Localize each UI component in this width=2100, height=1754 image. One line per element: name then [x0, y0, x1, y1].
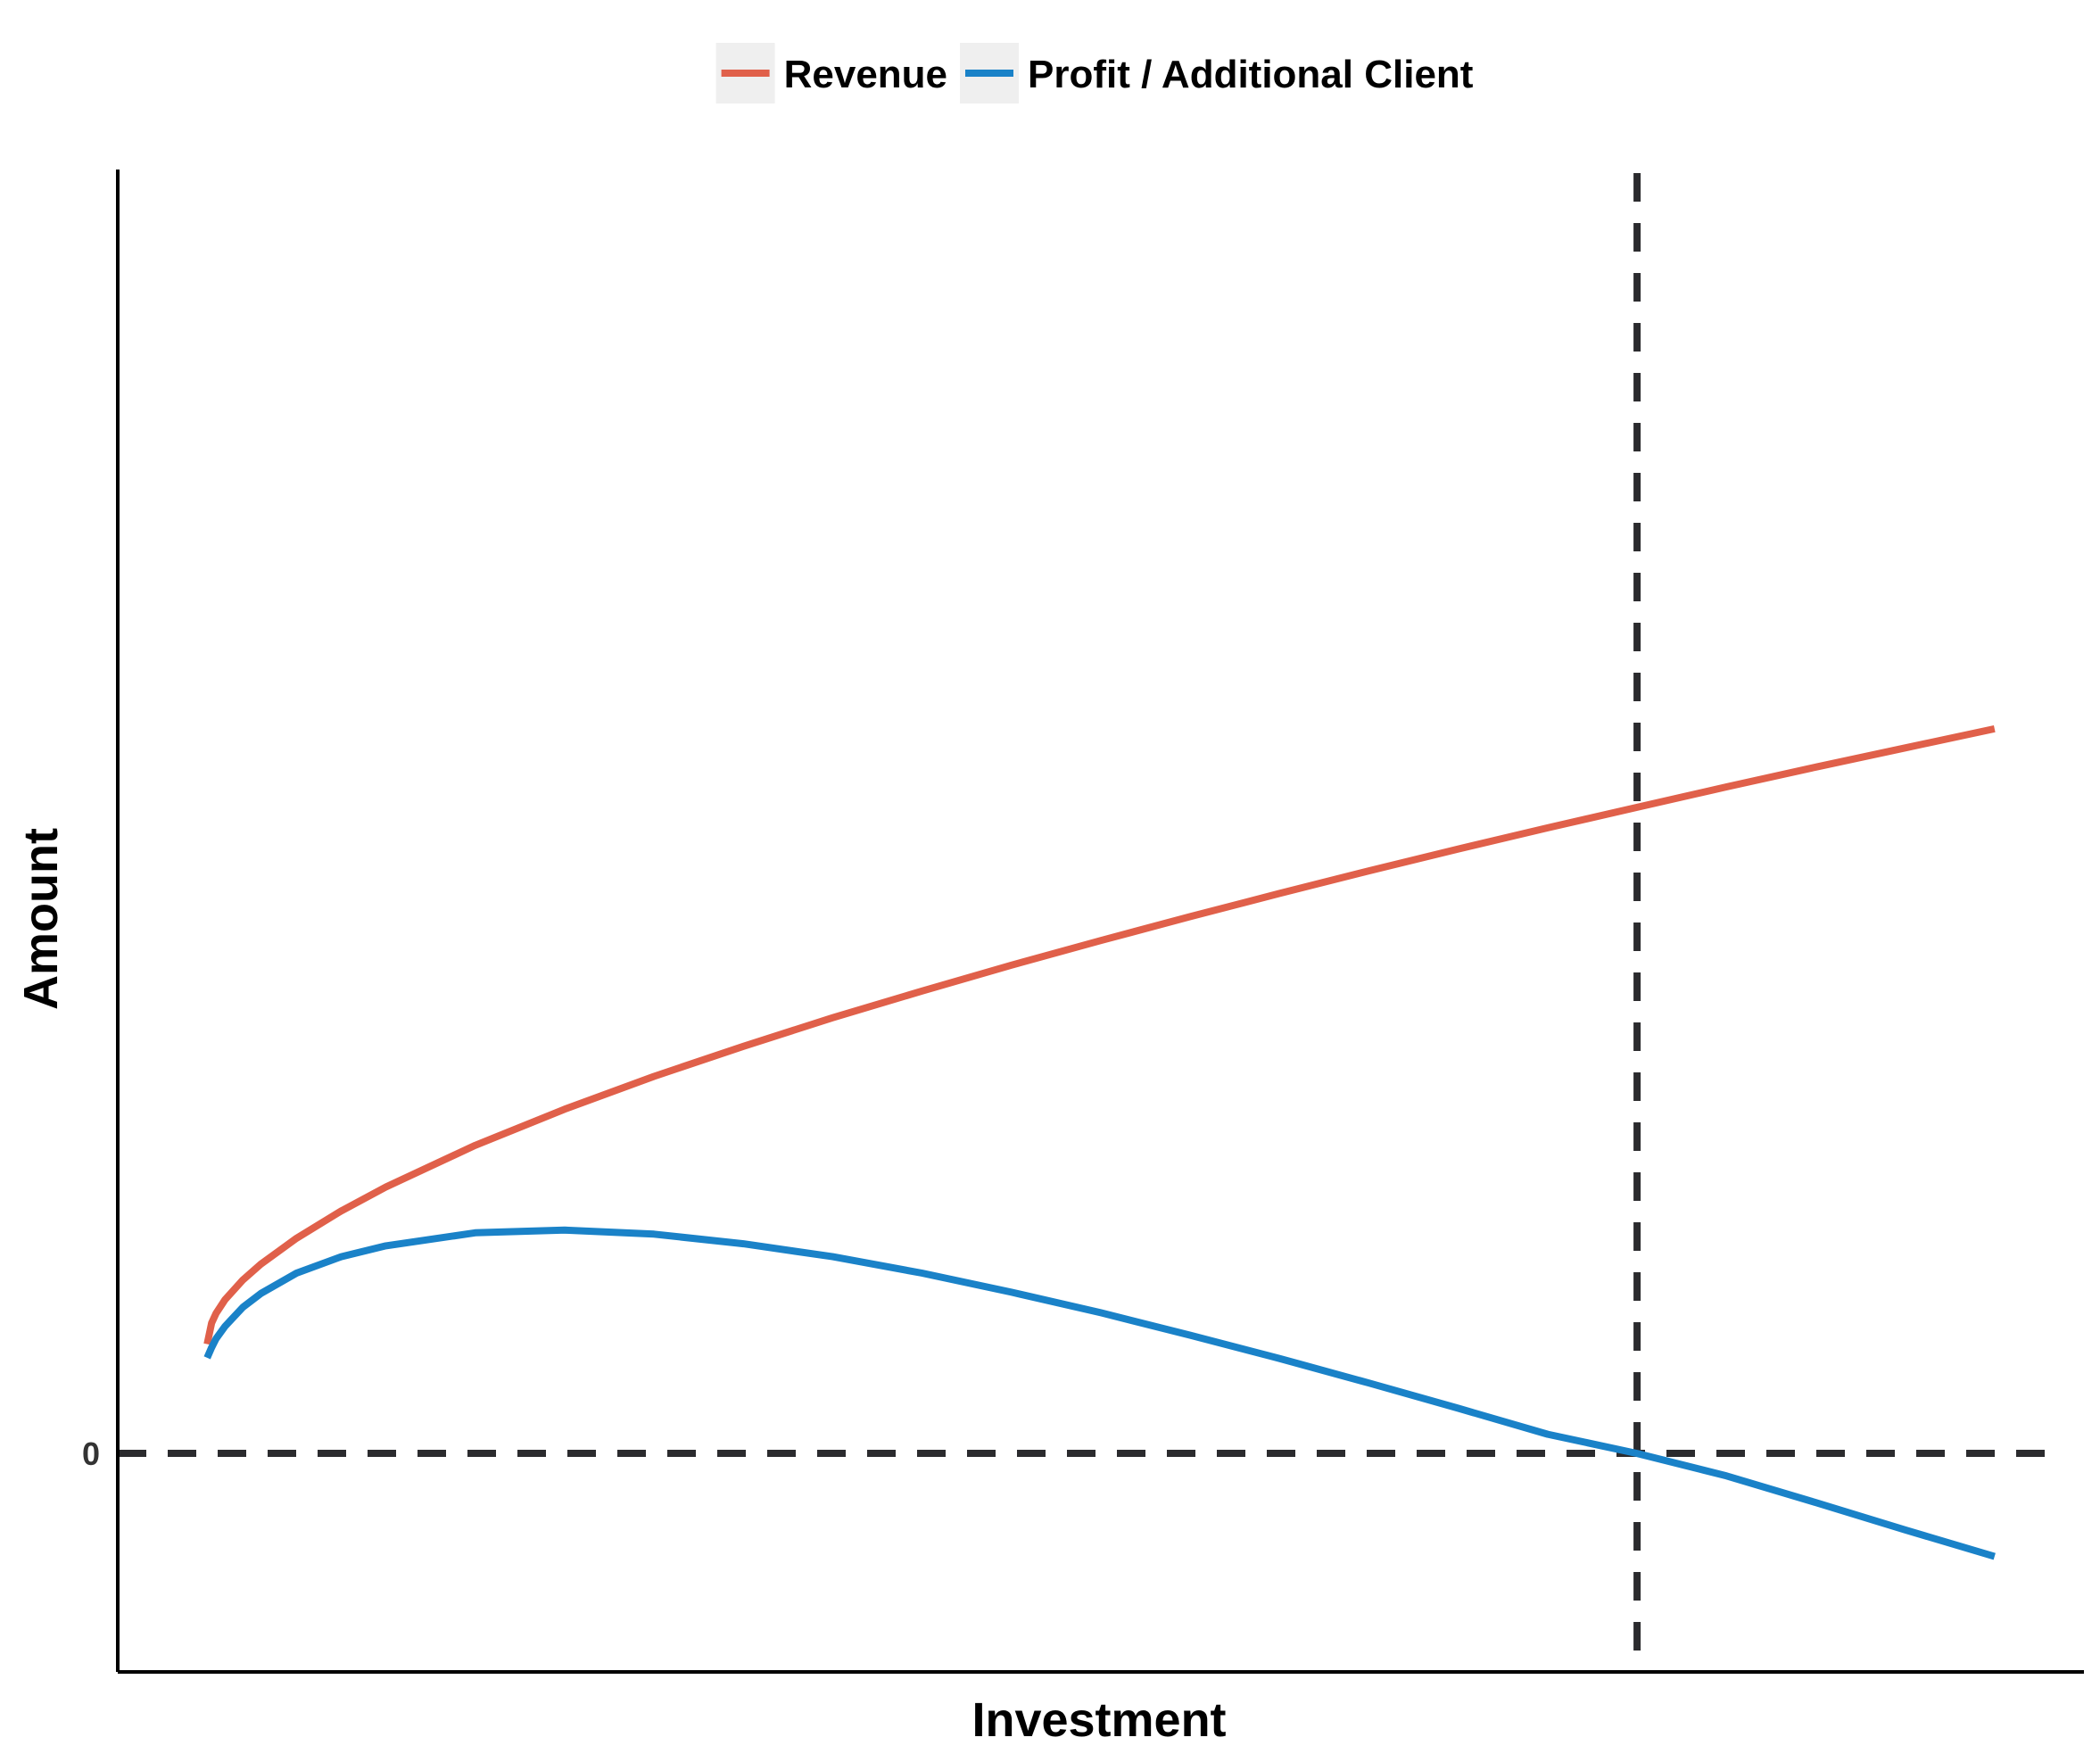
axes — [116, 170, 2084, 1674]
series-line-profit — [203, 1226, 1996, 1560]
y-ticks: 0 — [82, 1435, 100, 1472]
y-tick-label: 0 — [82, 1435, 100, 1472]
legend-item-revenue: Revenue — [715, 43, 947, 103]
legend-item-profit: Profit / Additional Client — [960, 43, 1474, 103]
legend: Revenue Profit / Additional Client — [715, 43, 1474, 103]
x-axis-title: Investment — [971, 1693, 1226, 1747]
legend-label: Profit / Additional Client — [1028, 53, 1474, 96]
y-axis-title: Amount — [14, 828, 68, 1010]
legend-label: Revenue — [784, 53, 947, 96]
series-line-revenue — [203, 724, 1996, 1345]
series-lines — [203, 724, 1996, 1560]
reference-lines — [118, 173, 2061, 1672]
